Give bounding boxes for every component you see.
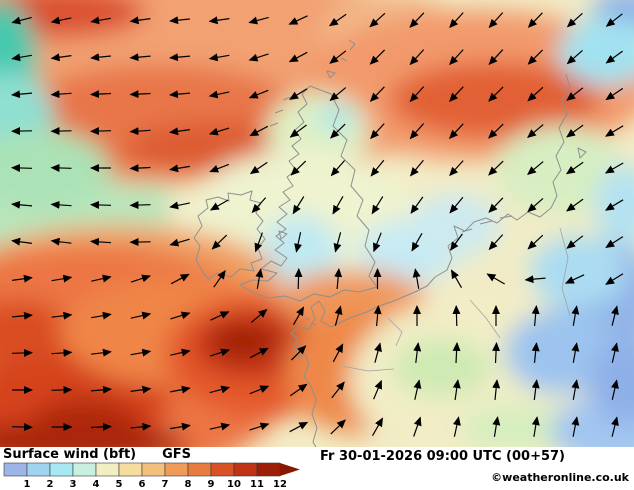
svg-text:5: 5 [116,479,123,490]
svg-text:12: 12 [273,479,287,490]
svg-text:9: 9 [208,479,215,490]
wind-arrows [11,12,624,437]
map-title: Surface wind (bft) [3,447,137,462]
svg-text:1: 1 [24,479,31,490]
svg-text:2: 2 [47,479,54,490]
model-name: GFS [162,447,192,462]
svg-text:10: 10 [227,479,241,490]
legend-left: Surface wind (bft) GFS 1 2 3 4 5 6 7 8 9 10 11 12 [3,448,305,490]
timestamp: Fr 30-01-2026 09:00 UTC (00+57) [319,449,565,464]
svg-text:8: 8 [185,479,192,490]
svg-text:3: 3 [70,479,77,490]
svg-text:7: 7 [162,479,169,490]
svg-text:4: 4 [93,479,100,490]
copyright: ©weatheronline.co.uk [491,471,629,484]
legend-right: Fr 30-01-2026 09:00 UTC (00+57) ©weather… [320,448,631,489]
wind-map [0,0,634,447]
legend-bar: Surface wind (bft) GFS 1 2 3 4 5 6 7 8 9 10 11 12 F… [0,447,634,490]
svg-text:6: 6 [139,479,146,490]
svg-text:11: 11 [250,479,264,490]
legend-svg: 1 2 3 4 5 6 7 8 9 10 11 12 [3,462,300,490]
title-row: Surface wind (bft) GFS [3,448,305,462]
